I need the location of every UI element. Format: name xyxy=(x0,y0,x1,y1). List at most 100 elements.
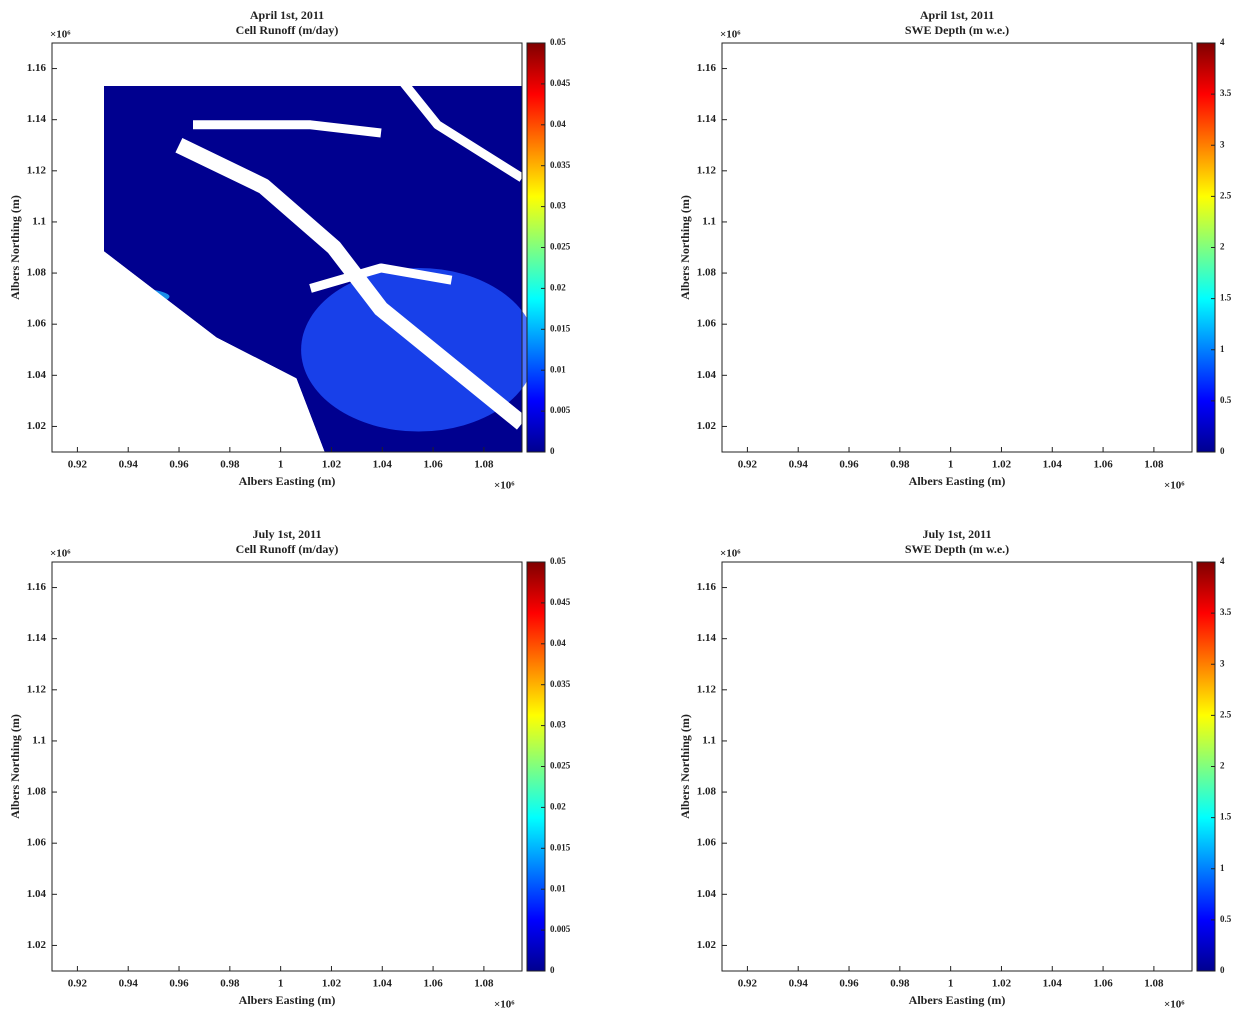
colorbar-tick-label: 0 xyxy=(550,446,555,456)
x-tick-label: 1 xyxy=(948,459,954,471)
y-tick-label: 1.04 xyxy=(27,888,47,900)
colorbar-tick-label: 1.5 xyxy=(1220,812,1232,822)
channel xyxy=(849,145,1192,423)
colorbar-tick-label: 0.04 xyxy=(550,638,566,648)
y-axis-label: Albers Northing (m) xyxy=(8,714,22,819)
colorbar-tick-label: 2 xyxy=(1220,761,1225,771)
chart-title: July 1st, 2011 xyxy=(252,527,321,541)
colorbar-tick-label: 0.015 xyxy=(550,842,571,852)
y-tick-label: 1.1 xyxy=(32,734,46,746)
water xyxy=(722,717,995,971)
x-axis-label: Albers Easting (m) xyxy=(909,993,1006,1007)
x-tick-label: 1.08 xyxy=(474,978,494,990)
colorbar-tick-label: 0.5 xyxy=(1220,395,1232,405)
figure: April 1st, 2011 Cell Runoff (m/day) Albers… xyxy=(0,0,1244,1012)
y-tick-label: 1.06 xyxy=(27,318,47,330)
colorbar-tick-label: 0.035 xyxy=(550,160,571,170)
y-tick-label: 1.12 xyxy=(697,164,717,176)
x-tick-label: 0.98 xyxy=(220,459,240,471)
y-axis-label: Albers Northing (m) xyxy=(8,195,22,300)
y-tick-label: 1.06 xyxy=(697,318,717,330)
colorbar-tick-label: 0.045 xyxy=(550,597,571,607)
y-tick-label: 1.1 xyxy=(702,734,716,746)
colorbar-tick-label: 0.05 xyxy=(550,37,566,47)
colorbar-tick-label: 1 xyxy=(1220,344,1225,354)
y-tick-label: 1.16 xyxy=(697,62,717,74)
x-tick-label: 0.94 xyxy=(789,978,809,990)
map-region xyxy=(793,672,887,795)
x-tick-label: 1.06 xyxy=(423,978,443,990)
x-tick-label: 1.02 xyxy=(992,978,1012,990)
colorbar-tick-label: 0.025 xyxy=(550,761,571,771)
channel xyxy=(372,562,522,697)
colorbar-tick-label: 0.005 xyxy=(550,924,571,934)
chart-title: April 1st, 2011 xyxy=(250,8,324,22)
map-region xyxy=(840,51,1122,116)
colorbar-tick-label: 0.035 xyxy=(550,679,571,689)
y-tick-label: 1.16 xyxy=(27,62,47,74)
x-tick-label: 1.02 xyxy=(322,978,342,990)
y-tick-label: 1.14 xyxy=(27,632,47,644)
map-region xyxy=(66,767,207,808)
colorbar-tick-label: 0 xyxy=(1220,446,1225,456)
x-tick-label: 0.98 xyxy=(890,978,910,990)
y-tick-label: 1.02 xyxy=(697,420,717,432)
chart-subtitle: SWE Depth (m w.e.) xyxy=(905,542,1009,556)
x-tick-label: 1 xyxy=(278,459,284,471)
x-tick-label: 1.02 xyxy=(992,459,1012,471)
x-tick-label: 1.08 xyxy=(1144,459,1164,471)
colorbar-tick-label: 4 xyxy=(1220,37,1225,47)
y-tick-label: 1.12 xyxy=(27,164,47,176)
y-axis-label: Albers Northing (m) xyxy=(678,195,692,300)
map xyxy=(0,43,536,452)
colorbar-tick-label: 0.01 xyxy=(550,883,566,893)
map-region xyxy=(174,726,287,890)
x-axis-label: Albers Easting (m) xyxy=(239,474,336,488)
y-tick-label: 1.12 xyxy=(27,683,47,695)
x-tick-label: 1.02 xyxy=(322,459,342,471)
x-tick-label: 0.94 xyxy=(789,459,809,471)
x-tick-label: 0.98 xyxy=(890,459,910,471)
channel xyxy=(981,787,1122,807)
x-tick-label: 0.96 xyxy=(169,978,189,990)
x-axis-label: Albers Easting (m) xyxy=(239,993,336,1007)
channel xyxy=(863,125,1051,133)
x-tick-label: 1 xyxy=(278,978,284,990)
colorbar-tick-label: 2.5 xyxy=(1220,190,1232,200)
chart-subtitle: Cell Runoff (m/day) xyxy=(236,542,339,556)
x-tick-label: 0.92 xyxy=(68,978,88,990)
x-tick-label: 1.06 xyxy=(1093,978,1113,990)
y-tick-label: 1.1 xyxy=(702,215,716,227)
x-tick-label: 0.96 xyxy=(169,459,189,471)
x-tick-label: 1.04 xyxy=(1043,978,1063,990)
y-tick-label: 1.08 xyxy=(27,786,47,798)
colorbar-tick-label: 0.03 xyxy=(550,720,566,730)
channel xyxy=(1042,43,1192,178)
chart-title: July 1st, 2011 xyxy=(922,527,991,541)
map-region xyxy=(76,562,452,660)
map xyxy=(699,43,1216,452)
colorbar-tick-label: 0.04 xyxy=(550,119,566,129)
y-tick-label: 1.16 xyxy=(697,581,717,593)
map-region xyxy=(774,125,906,305)
x-tick-label: 1.04 xyxy=(373,459,393,471)
colorbar-tick-label: 3.5 xyxy=(1220,607,1232,617)
y-tick-label: 1.08 xyxy=(27,267,47,279)
colorbar-tick-label: 0.015 xyxy=(550,323,571,333)
map xyxy=(52,562,522,971)
y-tick-label: 1.06 xyxy=(27,837,47,849)
colorbar-tick-label: 0.005 xyxy=(550,405,571,415)
y-tick-label: 1.08 xyxy=(697,786,717,798)
colorbar-tick-label: 0.02 xyxy=(550,282,566,292)
x-tick-label: 0.92 xyxy=(738,978,758,990)
x-tick-label: 0.92 xyxy=(68,459,88,471)
x-tick-label: 1.06 xyxy=(423,459,443,471)
colorbar-tick-label: 1.5 xyxy=(1220,293,1232,303)
panel: July 1st, 2011SWE Depth (m w.e.) Albers E… xyxy=(678,527,1232,1011)
y-tick-label: 1.1 xyxy=(32,215,46,227)
y-tick-label: 1.04 xyxy=(27,369,47,381)
y-tick-label: 1.04 xyxy=(697,888,717,900)
channel xyxy=(1042,562,1192,697)
x-exponent: ×10⁶ xyxy=(494,480,515,492)
chart-subtitle: SWE Depth (m w.e.) xyxy=(905,23,1009,37)
